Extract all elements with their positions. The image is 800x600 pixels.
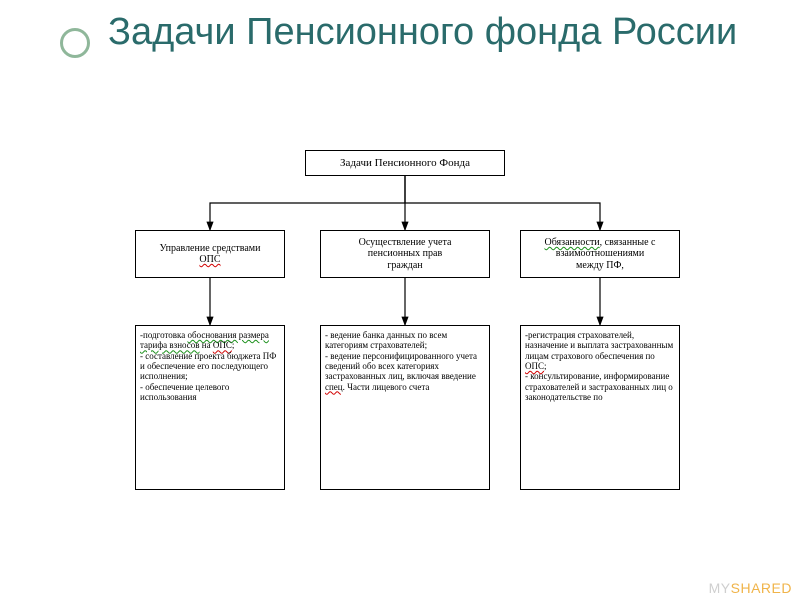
slide: Задачи Пенсионного фонда России Задачи П… [0,0,800,600]
org-chart: Задачи Пенсионного Фонда Управление сред… [125,150,685,540]
mid-node-1: Управление средствамиОПС [135,230,285,278]
node-label: Осуществление учетапенсионных правгражда… [359,237,452,272]
node-label: Обязанности, связанные свзаимоотношениям… [545,237,656,272]
edge-root-m1 [210,176,405,230]
watermark-left: MY [709,580,731,596]
leaf-node-2: - ведение банка данных по всем категория… [320,325,490,490]
leaf-node-3: -регистрация страхователей, назначение и… [520,325,680,490]
leaf-node-1: -подготовка обоснования размера тарифа в… [135,325,285,490]
slide-title: Задачи Пенсионного фонда России [108,12,748,54]
title-bullet [60,28,90,58]
node-label: Управление средствамиОПС [159,243,260,266]
node-text: - ведение банка данных по всем категория… [325,330,485,392]
root-label: Задачи Пенсионного Фонда [340,157,470,170]
watermark: MYSHARED [709,580,792,596]
node-text: -подготовка обоснования размера тарифа в… [140,330,280,402]
root-node: Задачи Пенсионного Фонда [305,150,505,176]
diagram-container: Задачи Пенсионного Фонда Управление сред… [125,150,685,540]
watermark-right: SHARED [731,580,792,596]
mid-node-3: Обязанности, связанные свзаимоотношениям… [520,230,680,278]
node-text: -регистрация страхователей, назначение и… [525,330,675,402]
edge-root-m3 [405,176,600,230]
mid-node-2: Осуществление учетапенсионных правгражда… [320,230,490,278]
